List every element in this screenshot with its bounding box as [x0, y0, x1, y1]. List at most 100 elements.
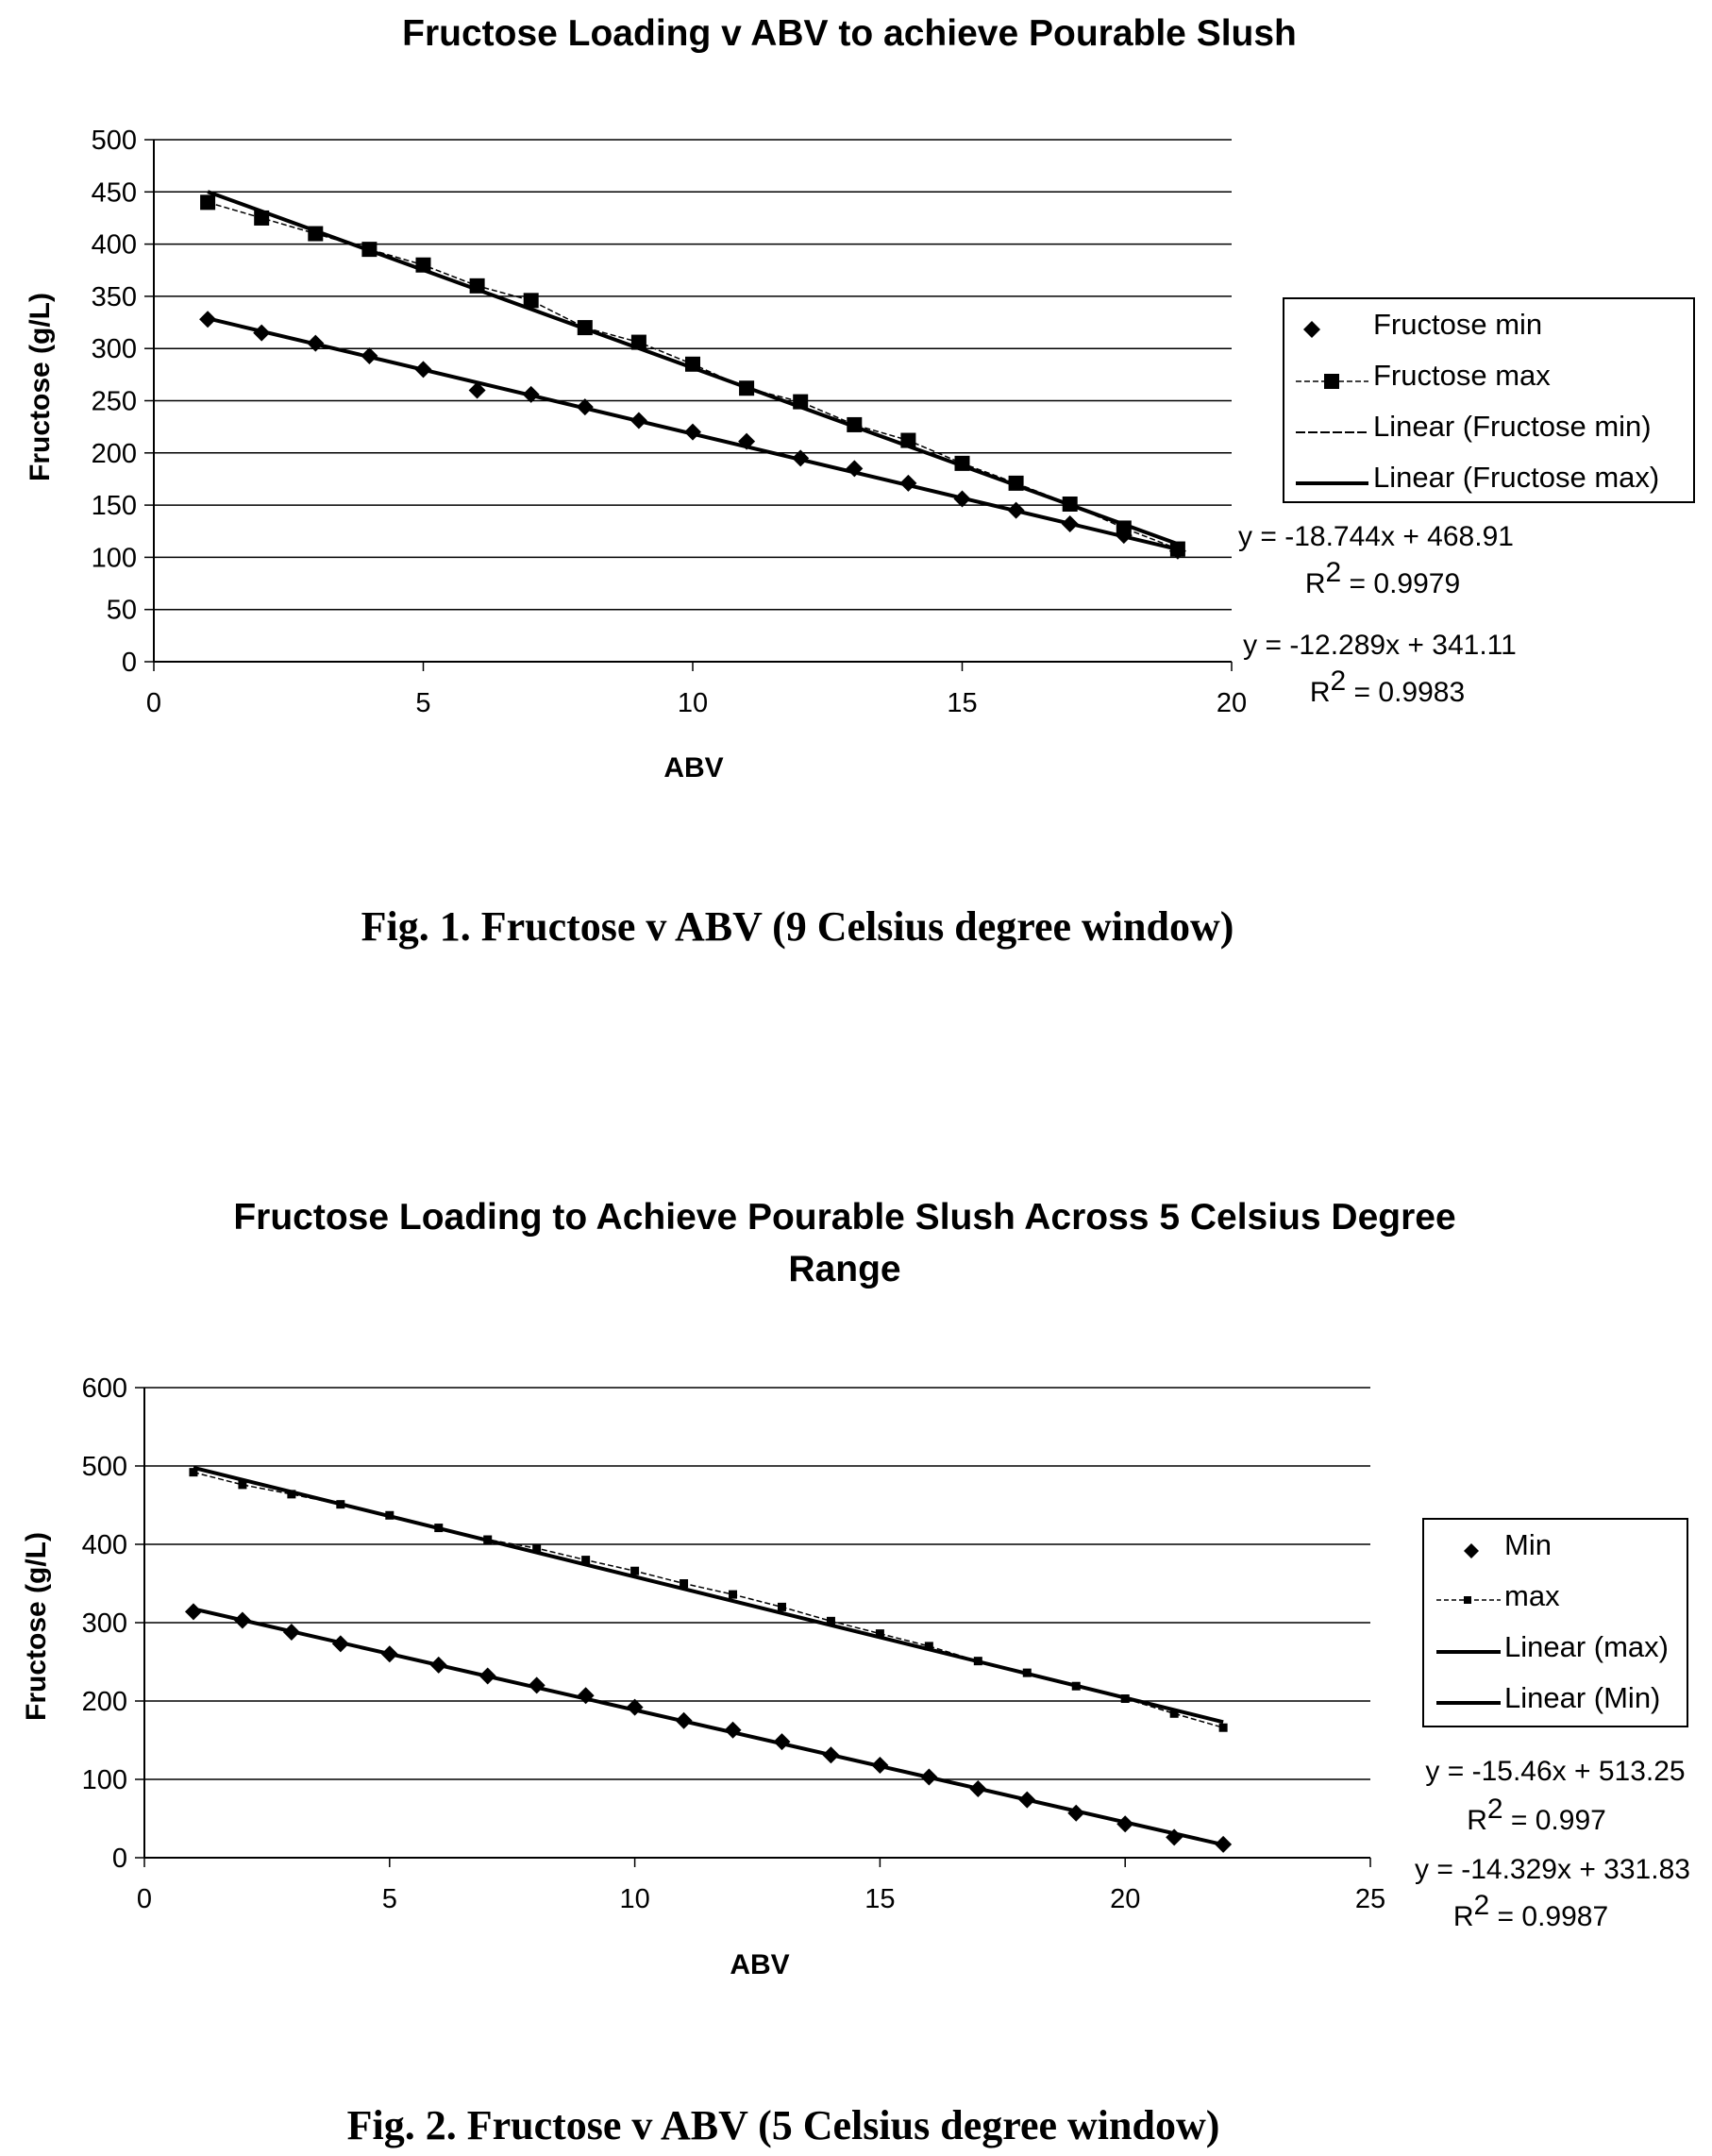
chart1-xtick-label: 15 [947, 688, 977, 718]
chart2-point-square [581, 1556, 591, 1565]
chart1-point-square [900, 432, 916, 448]
chart2-point-diamond [184, 1603, 202, 1621]
chart2-legend-item-3: Linear (max) [1504, 1630, 1669, 1663]
chart2-point-diamond [773, 1733, 791, 1751]
chart1-title: Fructose Loading v ABV to achieve Pourab… [402, 13, 1297, 54]
chart1-point-diamond [522, 385, 540, 403]
chart1-xtick-label: 20 [1217, 688, 1247, 718]
chart2-caption: Fig. 2. Fructose v ABV (5 Celsius degree… [347, 2102, 1220, 2148]
chart2-point-diamond [577, 1687, 595, 1705]
chart2-point-square [1071, 1681, 1081, 1691]
chart1-point-diamond [468, 381, 486, 399]
chart2-point-square [238, 1480, 247, 1490]
chart1-point-diamond [792, 449, 810, 467]
chart1-point-square [523, 293, 539, 309]
chart2-point-square [924, 1642, 933, 1651]
chart2-point-diamond [871, 1757, 889, 1775]
chart1-point-square [1116, 520, 1132, 536]
chart1-point-diamond [953, 490, 971, 508]
chart1-point-square [685, 356, 700, 372]
chart1-point-diamond [576, 398, 594, 416]
chart1-point-diamond [307, 334, 325, 352]
chart1-point-square [954, 455, 970, 471]
chart1-ytick-label: 300 [92, 334, 137, 364]
chart1-xlabel: ABV [663, 752, 723, 783]
chart1-point-square [200, 194, 216, 211]
chart1-r2-min: R2 = 0.9983 [1310, 665, 1465, 708]
chart2-point-square [336, 1500, 345, 1509]
chart1-point-diamond [1007, 501, 1025, 519]
chart2-point-diamond [331, 1635, 349, 1653]
chart2-eq-min: y = -14.329x + 331.83 [1415, 1854, 1690, 1885]
chart-fig2: Fructose Loading to Achieve Pourable Slu… [0, 1171, 1712, 2156]
chart1-caption: Fig. 1. Fructose v ABV (9 Celsius degree… [361, 903, 1234, 950]
chart2-point-square [777, 1602, 786, 1611]
chart2-legend-square-icon [1464, 1596, 1471, 1604]
chart2-equations: y = -15.46x + 513.25 R2 = 0.997 y = -14.… [1415, 1756, 1690, 1932]
chart2-ytick-label: 200 [82, 1687, 127, 1717]
chart1-point-diamond [361, 346, 378, 364]
chart2-eq-max: y = -15.46x + 513.25 [1425, 1756, 1685, 1787]
chart2-legend-diamond-icon [1464, 1543, 1479, 1558]
chart2-title-line1: Fructose Loading to Achieve Pourable Slu… [233, 1197, 1455, 1238]
chart1-point-square [739, 380, 755, 396]
chart1-point-square [630, 334, 646, 350]
chart2-trendline [193, 1607, 1224, 1847]
chart1-xtick-label: 10 [678, 688, 708, 718]
chart1-ytick-label: 500 [92, 126, 137, 156]
chart2-point-square [287, 1490, 296, 1499]
chart1-point-square [1169, 541, 1185, 557]
chart2-ytick-label: 0 [112, 1844, 127, 1874]
chart2-ytick-label: 400 [82, 1530, 127, 1560]
chart1-ytick-label: 250 [92, 387, 137, 417]
chart1-point-square [1008, 475, 1024, 491]
chart1-legend-diamond-icon [1303, 321, 1320, 338]
chart1-point-diamond [253, 324, 271, 342]
chart2-ytick-label: 100 [82, 1765, 127, 1795]
chart1-ytick-label: 450 [92, 177, 137, 208]
chart1-point-square [415, 257, 431, 273]
chart2-series-line [193, 1471, 1224, 1728]
chart1-point-square [361, 242, 378, 258]
chart1-ytick-label: 50 [107, 596, 137, 626]
chart1-legend: Fructose min Fructose max Linear (Fructo… [1283, 297, 1695, 503]
chart2-trendline [193, 1465, 1224, 1725]
chart1-point-diamond [846, 460, 864, 478]
chart1-point-square [308, 226, 324, 242]
chart2-point-square [1120, 1694, 1130, 1704]
chart2-xtick-label: 5 [382, 1884, 397, 1914]
chart2-legend: Min max Linear (max) Linear (Min) [1422, 1518, 1688, 1727]
chart1-point-square [469, 278, 485, 294]
chart2-xtick-label: 0 [137, 1884, 152, 1914]
chart1-ytick-label: 0 [122, 648, 137, 678]
chart2-point-square [729, 1590, 738, 1599]
chart1-xtick-label: 5 [415, 688, 430, 718]
chart1-ytick-label: 150 [92, 491, 137, 521]
chart2-point-diamond [528, 1676, 545, 1694]
chart2-point-diamond [822, 1746, 840, 1764]
chart2-point-diamond [233, 1611, 251, 1629]
chart2-point-square [532, 1543, 542, 1553]
chart1-legend-square-icon [1324, 374, 1339, 389]
chart2-title-line2: Range [788, 1249, 900, 1289]
chart2-point-square [1022, 1668, 1032, 1677]
chart1-point-diamond [414, 361, 432, 379]
chart2-point-diamond [1067, 1804, 1085, 1822]
chart2-point-square [973, 1657, 982, 1666]
chart2-xtick-label: 15 [864, 1884, 895, 1914]
chart2-xtick-label: 25 [1355, 1884, 1385, 1914]
chart2-point-square [385, 1510, 394, 1520]
chart1-series-line [207, 201, 1179, 550]
chart1-legend-item-1: Fructose min [1373, 308, 1542, 341]
chart2-point-diamond [478, 1667, 496, 1685]
chart2-legend-item-1: Min [1504, 1528, 1552, 1561]
chart1-eq-max: y = -18.744x + 468.91 [1238, 521, 1514, 552]
chart2-point-diamond [429, 1656, 447, 1674]
chart2-legend-item-2: max [1504, 1579, 1560, 1612]
chart1-svg: Fructose Loading v ABV to achieve Pourab… [25, 13, 1695, 950]
chart1-point-diamond [1061, 515, 1079, 533]
chart1-point-square [577, 320, 593, 336]
chart1-ytick-label: 100 [92, 543, 137, 573]
chart2-point-square [434, 1524, 444, 1533]
chart2-point-square [680, 1579, 689, 1588]
